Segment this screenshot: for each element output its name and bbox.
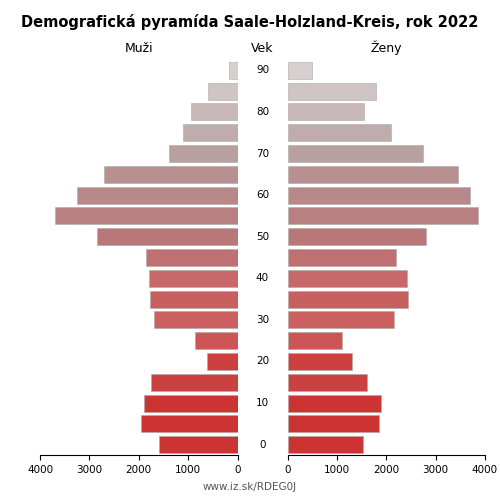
Bar bbox=[190, 104, 238, 120]
Bar bbox=[154, 312, 238, 328]
Text: 30: 30 bbox=[256, 315, 269, 325]
Text: 10: 10 bbox=[256, 398, 269, 408]
Text: Vek: Vek bbox=[252, 42, 274, 55]
Bar bbox=[288, 228, 426, 245]
Bar bbox=[288, 104, 364, 120]
Bar bbox=[288, 374, 366, 391]
Bar bbox=[194, 332, 238, 349]
Text: 90: 90 bbox=[256, 66, 269, 76]
Bar bbox=[288, 186, 470, 204]
Bar bbox=[288, 124, 391, 142]
Bar bbox=[288, 332, 342, 349]
Bar bbox=[77, 186, 237, 204]
Bar bbox=[288, 208, 478, 224]
Bar bbox=[144, 394, 238, 411]
Bar bbox=[141, 416, 238, 432]
Bar bbox=[288, 249, 396, 266]
Bar bbox=[288, 436, 362, 453]
Bar bbox=[150, 290, 238, 308]
Bar bbox=[148, 270, 238, 287]
Text: Ženy: Ženy bbox=[370, 40, 402, 55]
Bar bbox=[183, 124, 238, 142]
Bar bbox=[208, 82, 238, 100]
Bar bbox=[97, 228, 238, 245]
Bar bbox=[228, 62, 237, 79]
Bar bbox=[288, 416, 379, 432]
Bar bbox=[288, 166, 458, 183]
Bar bbox=[288, 82, 376, 100]
Bar bbox=[104, 166, 238, 183]
Text: 50: 50 bbox=[256, 232, 269, 241]
Text: www.iz.sk/RDEG0J: www.iz.sk/RDEG0J bbox=[203, 482, 297, 492]
Bar bbox=[151, 374, 238, 391]
Text: 0: 0 bbox=[259, 440, 266, 450]
Bar bbox=[170, 145, 237, 162]
Bar bbox=[288, 312, 394, 328]
Text: Demografická pyramída Saale-Holzland-Kreis, rok 2022: Demografická pyramída Saale-Holzland-Kre… bbox=[22, 14, 478, 30]
Bar bbox=[288, 394, 382, 411]
Bar bbox=[207, 353, 238, 370]
Text: 60: 60 bbox=[256, 190, 269, 200]
Bar bbox=[288, 62, 312, 79]
Text: 70: 70 bbox=[256, 148, 269, 158]
Text: 40: 40 bbox=[256, 274, 269, 283]
Bar bbox=[158, 436, 238, 453]
Text: Muži: Muži bbox=[124, 42, 153, 55]
Bar bbox=[146, 249, 238, 266]
Bar bbox=[288, 270, 407, 287]
Bar bbox=[288, 353, 352, 370]
Text: 80: 80 bbox=[256, 107, 269, 117]
Bar bbox=[288, 145, 424, 162]
Bar bbox=[288, 290, 408, 308]
Bar bbox=[55, 208, 238, 224]
Text: 20: 20 bbox=[256, 356, 269, 366]
